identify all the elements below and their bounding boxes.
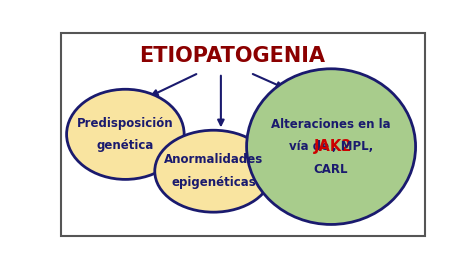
Text: Anormalidades: Anormalidades <box>164 153 263 167</box>
Text: CARL: CARL <box>314 163 348 176</box>
Ellipse shape <box>155 130 272 212</box>
Text: genética: genética <box>97 139 154 152</box>
Text: vía de: vía de <box>289 140 334 153</box>
Text: JAK2: JAK2 <box>314 139 352 154</box>
Text: epigenéticas: epigenéticas <box>171 176 256 189</box>
Text: ETIOPATOGENIA: ETIOPATOGENIA <box>139 47 325 66</box>
Text: Alteraciones en la: Alteraciones en la <box>271 118 391 131</box>
Text: Predisposición: Predisposición <box>77 117 173 130</box>
Ellipse shape <box>246 69 416 225</box>
Ellipse shape <box>66 89 184 179</box>
Text: , MPL,: , MPL, <box>332 140 373 153</box>
